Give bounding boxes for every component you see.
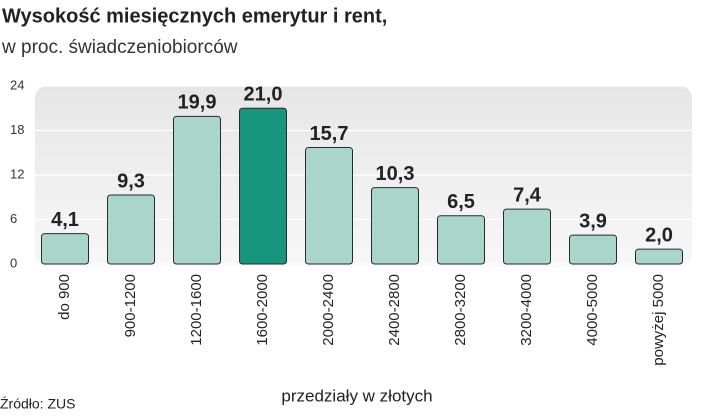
bar [239, 107, 287, 265]
y-tick-label: 18 [10, 122, 24, 137]
x-tick-label: do 900 [56, 274, 73, 320]
chart-subtitle: w proc. świadczeniobiorców [1, 37, 238, 58]
bar [503, 208, 551, 265]
x-tick-label: powyżej 5000 [650, 274, 667, 366]
bar [569, 234, 617, 265]
bar [635, 248, 683, 265]
bar [41, 233, 89, 265]
x-tick-label: 4000-5000 [584, 274, 601, 346]
bar [107, 194, 155, 265]
x-tick-label: 1600-2000 [254, 274, 271, 346]
x-axis-label: przedziały w złotych [281, 386, 432, 405]
bar [437, 215, 485, 265]
value-label: 2,0 [645, 224, 673, 246]
value-label: 4,1 [51, 209, 79, 231]
y-tick-label: 0 [10, 255, 17, 270]
value-label: 15,7 [310, 123, 349, 145]
y-tick-label: 24 [10, 77, 24, 92]
x-tick-label: 2800-3200 [452, 274, 469, 346]
chart-title: Wysokość miesięcznych emerytur i rent, [2, 5, 387, 27]
bar [371, 187, 419, 265]
value-label: 7,4 [513, 184, 542, 206]
value-label: 19,9 [178, 92, 217, 114]
x-tick-label: 1200-1600 [188, 274, 205, 346]
bar [173, 115, 221, 265]
source: Źródło: ZUS [0, 396, 75, 412]
value-label: 9,3 [117, 170, 145, 192]
x-tick-label: 900-1200 [122, 274, 139, 337]
value-label: 3,9 [579, 210, 607, 232]
x-tick-label: 2000-2400 [320, 274, 337, 346]
bar [305, 147, 353, 265]
value-label: 21,0 [244, 84, 283, 106]
x-tick-label: 3200-4000 [518, 274, 535, 346]
value-label: 10,3 [376, 163, 415, 185]
y-tick-label: 12 [10, 166, 24, 181]
x-tick-label: 2400-2800 [386, 274, 403, 346]
y-tick-label: 6 [10, 211, 17, 226]
value-label: 6,5 [447, 191, 475, 213]
